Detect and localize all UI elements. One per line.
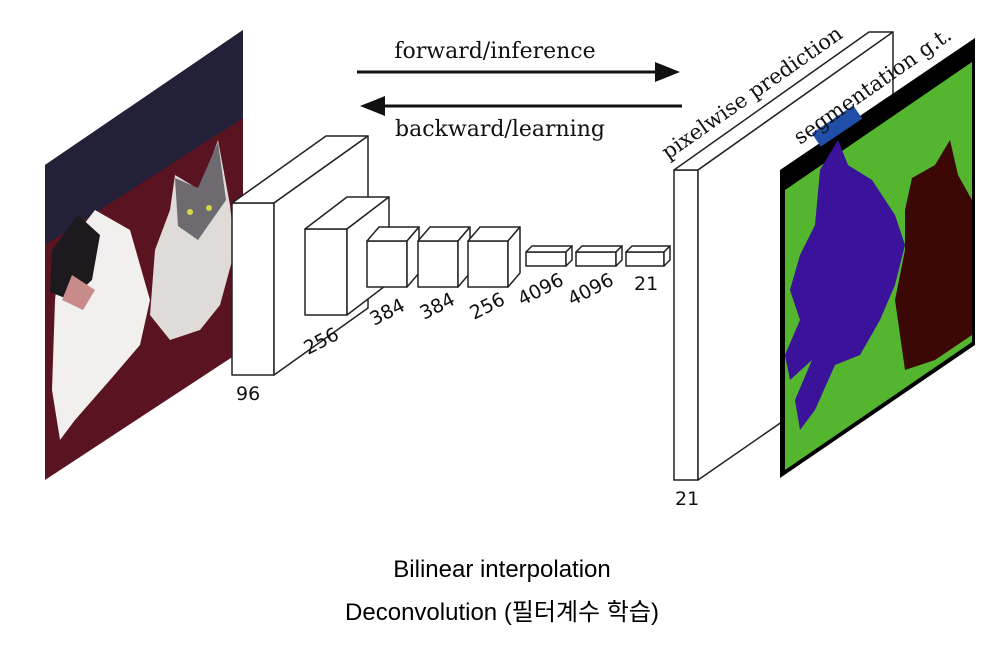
input-photo bbox=[45, 30, 243, 480]
segmentation-gt bbox=[780, 38, 975, 478]
seg-dog-mask bbox=[785, 140, 905, 430]
layer-box-conv3 bbox=[366, 226, 420, 288]
photo-dog-head bbox=[50, 215, 100, 300]
layer-box-conv4 bbox=[417, 226, 471, 288]
forward-arrow bbox=[357, 62, 680, 82]
layer-box-fc8 bbox=[625, 245, 671, 267]
photo-wall bbox=[45, 30, 243, 245]
backward-label: backward/learning bbox=[395, 117, 605, 142]
seg-legend-swatch bbox=[811, 105, 863, 147]
layer-label-fc6: 4096 bbox=[514, 269, 567, 311]
layer-label-output: 21 bbox=[675, 488, 699, 510]
photo-cat-eye bbox=[187, 209, 193, 215]
layer-box-fc7 bbox=[575, 245, 623, 267]
photo-cat-head bbox=[175, 142, 226, 240]
layer-box-fc6 bbox=[525, 245, 573, 267]
backward-arrow bbox=[360, 96, 682, 116]
caption-line-2: Deconvolution (필터계수 학습) bbox=[345, 599, 659, 626]
layer-box-conv5 bbox=[467, 226, 521, 288]
layer-label-conv1: 96 bbox=[236, 383, 260, 405]
photo-dog-tongue bbox=[62, 275, 95, 310]
layer-label-fc7: 4096 bbox=[564, 269, 617, 311]
caption-line-1: Bilinear interpolation bbox=[393, 556, 611, 583]
layer-label-conv3: 384 bbox=[366, 294, 408, 330]
layer-label-conv4: 384 bbox=[416, 288, 458, 324]
forward-label: forward/inference bbox=[394, 39, 595, 64]
layer-label-fc8: 21 bbox=[634, 273, 658, 295]
seg-cat-mask bbox=[895, 140, 972, 370]
layer-label-conv5: 256 bbox=[466, 288, 508, 324]
photo-cat-eye bbox=[206, 205, 212, 211]
